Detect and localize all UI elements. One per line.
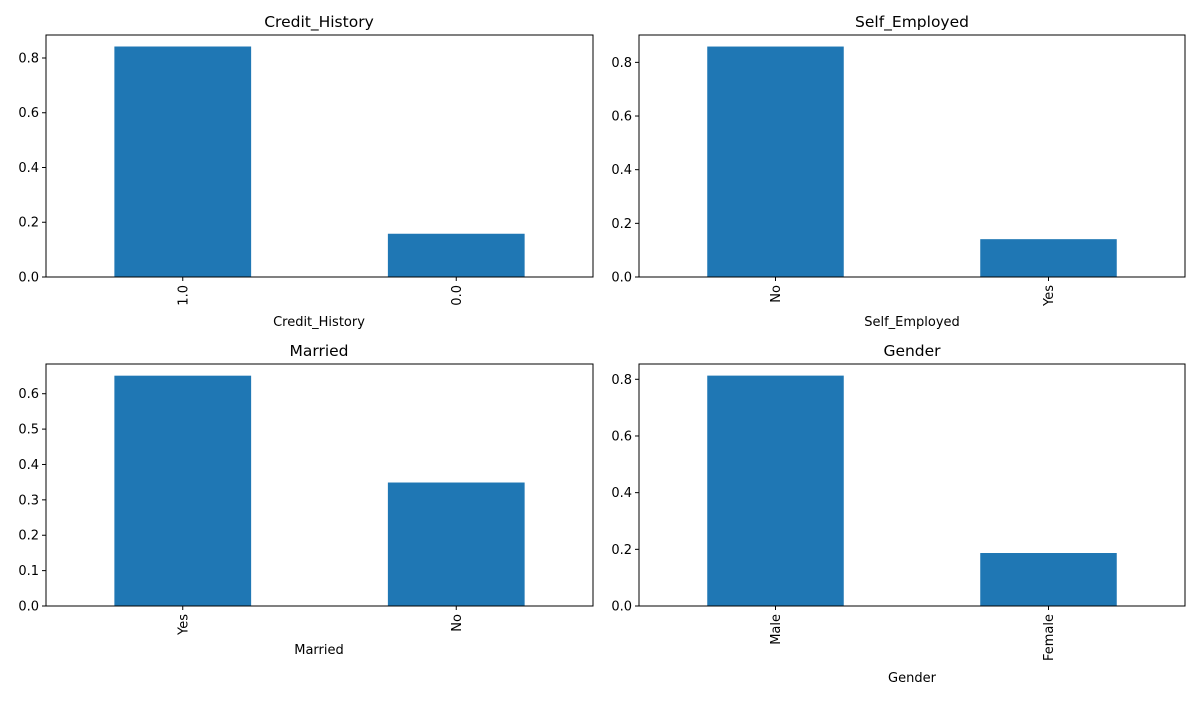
bar-no	[387, 482, 525, 606]
chart-married: Married Married 0.0 0.1 0.2 0.3 0.4 0.5 0.6 Yes…	[18, 342, 594, 658]
y-tick-label: 0.8	[18, 51, 39, 66]
y-tick-label: 0.4	[18, 458, 39, 473]
x-tick-label: Female	[1042, 614, 1057, 661]
x-tick-label: 0.0	[450, 285, 465, 306]
y-tick-label: 0.6	[611, 110, 632, 125]
chart-title: Credit_History	[264, 13, 374, 32]
x-axis-label: Credit_History	[273, 315, 365, 330]
x-tick-label: No	[769, 285, 784, 303]
bar-female	[980, 553, 1117, 606]
bar-yes	[114, 375, 252, 606]
axes-frame	[638, 363, 1186, 607]
y-tick-label: 0.6	[611, 429, 632, 444]
y-tick-label: 0.0	[18, 600, 39, 615]
bar-no	[707, 46, 844, 277]
x-axis-label: Self_Employed	[864, 315, 960, 330]
x-axis-label: Gender	[888, 671, 937, 686]
bar-male	[707, 375, 844, 606]
x-tick-label: 1.0	[176, 285, 191, 306]
x-tick-label: Yes	[176, 614, 191, 636]
axes-frame	[45, 363, 594, 607]
y-tick-label: 0.0	[18, 271, 39, 286]
y-tick-label: 0.2	[18, 216, 39, 231]
y-tick-label: 0.2	[611, 543, 632, 558]
chart-self-employed: Self_Employed Self_Employed 0.0 0.2 0.4 0.6…	[611, 13, 1186, 330]
y-tick-label: 0.0	[611, 271, 632, 286]
y-tick-label: 0.6	[18, 106, 39, 121]
chart-title: Married	[289, 342, 348, 360]
y-tick-label: 0.4	[611, 486, 632, 501]
y-tick-label: 0.1	[18, 564, 39, 579]
y-tick-label: 0.5	[18, 423, 39, 438]
y-tick-label: 0.4	[18, 161, 39, 176]
x-tick-label: Male	[769, 614, 784, 645]
axes-frame	[45, 34, 594, 278]
chart-title: Gender	[883, 342, 941, 360]
y-tick-label: 0.4	[611, 163, 632, 178]
y-tick-label: 0.0	[611, 600, 632, 615]
x-axis-label: Married	[294, 643, 344, 658]
x-tick-label: Yes	[1042, 285, 1057, 307]
bar-yes	[980, 239, 1117, 277]
y-tick-label: 0.6	[18, 387, 39, 402]
y-tick-label: 0.8	[611, 373, 632, 388]
x-tick-label: No	[450, 614, 465, 632]
y-tick-label: 0.2	[18, 529, 39, 544]
chart-title: Self_Employed	[855, 13, 969, 32]
y-tick-label: 0.3	[18, 493, 39, 508]
chart-credit-history: Credit_History Credit_History 0.0 0.2 0.4 0…	[18, 13, 594, 330]
axes-frame	[638, 34, 1186, 278]
y-tick-label: 0.8	[611, 56, 632, 71]
bar-0-0	[387, 233, 525, 277]
bar-1-0	[114, 46, 252, 277]
y-tick-label: 0.2	[611, 217, 632, 232]
chart-gender: Gender Gender 0.0 0.2 0.4 0.6 0.8 Male Female	[611, 342, 1186, 686]
